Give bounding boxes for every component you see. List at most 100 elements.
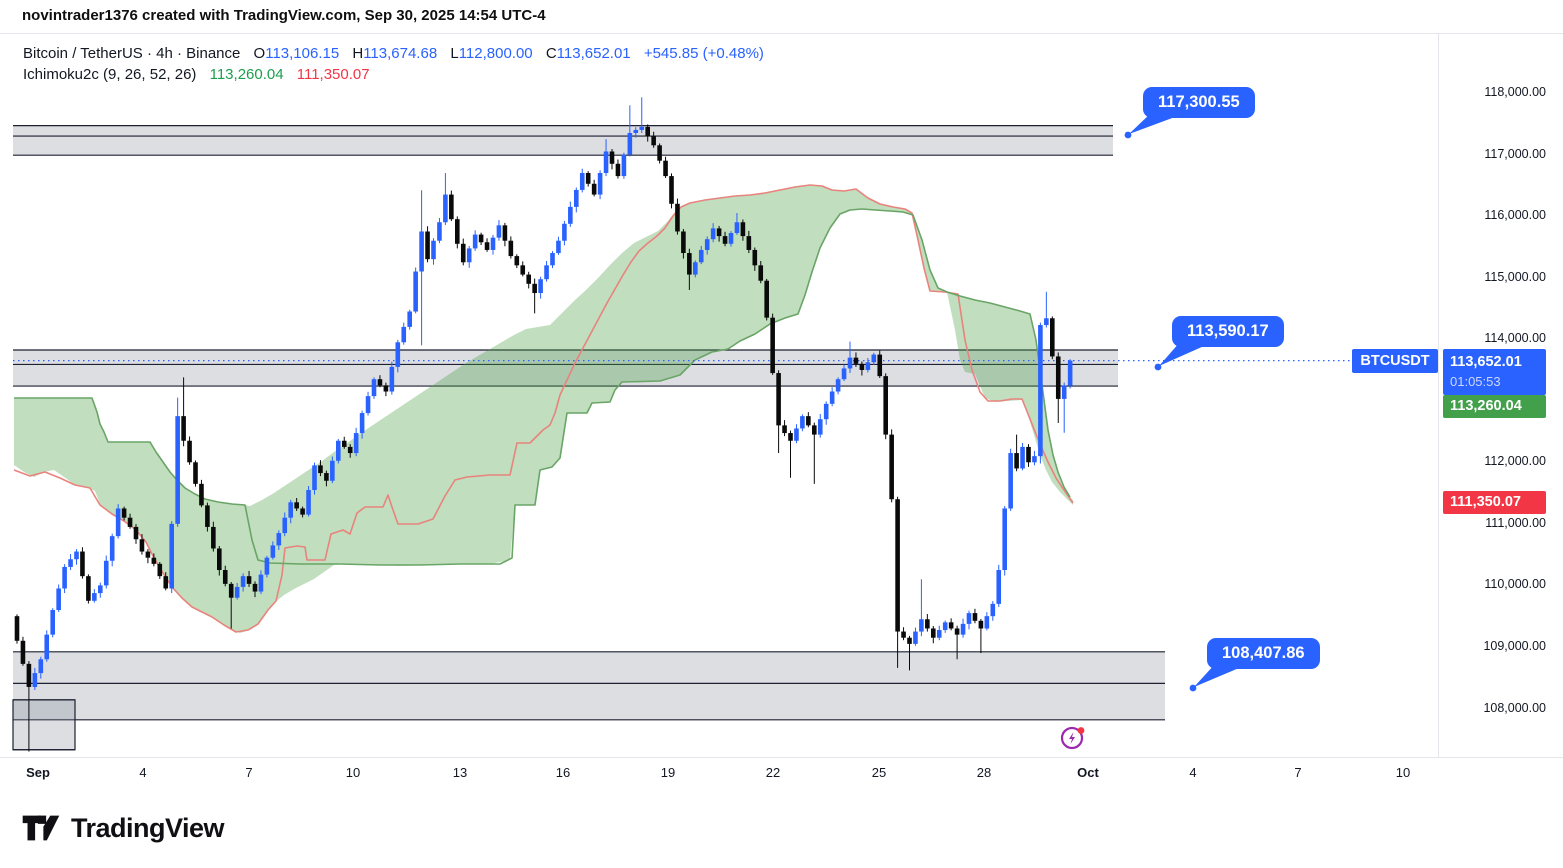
candle	[889, 434, 894, 500]
candle	[532, 283, 537, 294]
candle	[579, 173, 585, 190]
candle	[252, 583, 258, 592]
callout-anchor-dot	[1189, 684, 1197, 692]
candle	[883, 376, 888, 435]
candle	[32, 673, 38, 687]
candle	[526, 274, 531, 284]
candle	[169, 523, 174, 589]
candle	[562, 223, 567, 241]
last-price-value: 113,652.01	[1450, 354, 1522, 371]
candle	[80, 551, 85, 577]
tradingview-logo-mark	[22, 815, 60, 841]
candle	[568, 206, 573, 224]
candle	[960, 623, 966, 635]
candle	[1067, 360, 1073, 386]
price-axis-label: 116,000.00	[1484, 208, 1546, 223]
price-axis-label: 108,000.00	[1483, 700, 1546, 715]
indicator-name[interactable]: Ichimoku2c (9, 26, 52, 26)	[23, 66, 197, 83]
symbol-header: Bitcoin / TetherUS · 4h · Binance O113,1…	[23, 45, 764, 62]
candle	[44, 634, 50, 660]
candle	[776, 373, 781, 426]
candle	[353, 433, 359, 454]
candle	[466, 248, 472, 263]
price-axis-label: 111,000.00	[1485, 515, 1546, 530]
candle	[770, 317, 775, 374]
candle	[294, 502, 299, 509]
ichimoku-cloud	[250, 185, 1073, 630]
price-callout[interactable]: 117,300.55	[1143, 87, 1255, 118]
price-callout[interactable]: 108,407.86	[1207, 638, 1320, 669]
flash-event-icon[interactable]	[1059, 724, 1089, 757]
candle	[121, 508, 127, 518]
time-axis-label: 10	[345, 765, 361, 780]
candle	[20, 640, 26, 664]
time-axis-divider	[0, 757, 1563, 758]
candle	[847, 357, 853, 369]
symbol-name[interactable]: Bitcoin / TetherUS	[23, 45, 143, 62]
candle	[199, 483, 204, 506]
candle	[98, 585, 103, 594]
ichimoku-green-price-tag: 113,260.04	[1443, 394, 1546, 418]
candle	[681, 231, 686, 254]
candle	[383, 385, 389, 392]
close-value: 113,652.01	[556, 45, 631, 62]
candle	[449, 194, 454, 220]
low-value: 112,800.00	[458, 45, 533, 62]
candle	[1044, 318, 1049, 326]
interval-label[interactable]: 4h	[156, 45, 173, 62]
candle	[996, 570, 1002, 604]
candle	[621, 154, 627, 177]
candle	[56, 588, 61, 611]
time-axis-label: 19	[660, 765, 676, 780]
price-axis-label: 115,000.00	[1484, 269, 1546, 284]
candle	[764, 280, 769, 318]
candle	[675, 203, 680, 232]
candle	[413, 271, 418, 312]
candle	[734, 222, 740, 234]
candle	[835, 379, 841, 392]
candle	[484, 242, 490, 250]
candle	[919, 619, 924, 632]
price-axis-divider	[1438, 33, 1439, 757]
candle	[74, 551, 79, 560]
candle	[925, 619, 930, 629]
candle	[931, 628, 936, 638]
candle	[211, 526, 216, 549]
candle	[609, 151, 615, 164]
candle	[389, 366, 395, 392]
candle	[520, 265, 526, 275]
candle	[401, 326, 407, 343]
candle	[663, 160, 668, 177]
tradingview-logo[interactable]: TradingView	[22, 810, 225, 846]
candle	[841, 368, 847, 380]
demand-zone-lower	[13, 651, 1165, 720]
candle	[490, 237, 496, 250]
close-label: C	[545, 45, 557, 62]
candle	[115, 508, 121, 537]
candle	[859, 363, 865, 370]
candle	[657, 145, 662, 161]
candle	[86, 576, 91, 601]
open-label: O	[253, 45, 266, 62]
candle	[1038, 325, 1043, 457]
last-price-tag: 113,652.01 01:05:53	[1443, 348, 1546, 395]
time-axis-label: 13	[452, 765, 468, 780]
candle	[276, 533, 282, 546]
candle	[270, 545, 276, 558]
candle	[936, 630, 942, 638]
candle	[615, 163, 621, 177]
price-callout[interactable]: 113,590.17	[1172, 316, 1284, 347]
indicator-green-value: 113,260.04	[209, 66, 284, 83]
candle	[865, 362, 871, 370]
candle	[966, 613, 972, 624]
candle	[514, 256, 520, 266]
candle	[228, 583, 234, 598]
supply-zone-upper	[13, 125, 1113, 156]
candle	[14, 616, 20, 641]
time-axis-label: 25	[871, 765, 887, 780]
candle	[1008, 453, 1013, 509]
candle	[324, 473, 329, 481]
low-label: L	[450, 45, 459, 62]
price-axis-label: 110,000.00	[1484, 577, 1546, 592]
